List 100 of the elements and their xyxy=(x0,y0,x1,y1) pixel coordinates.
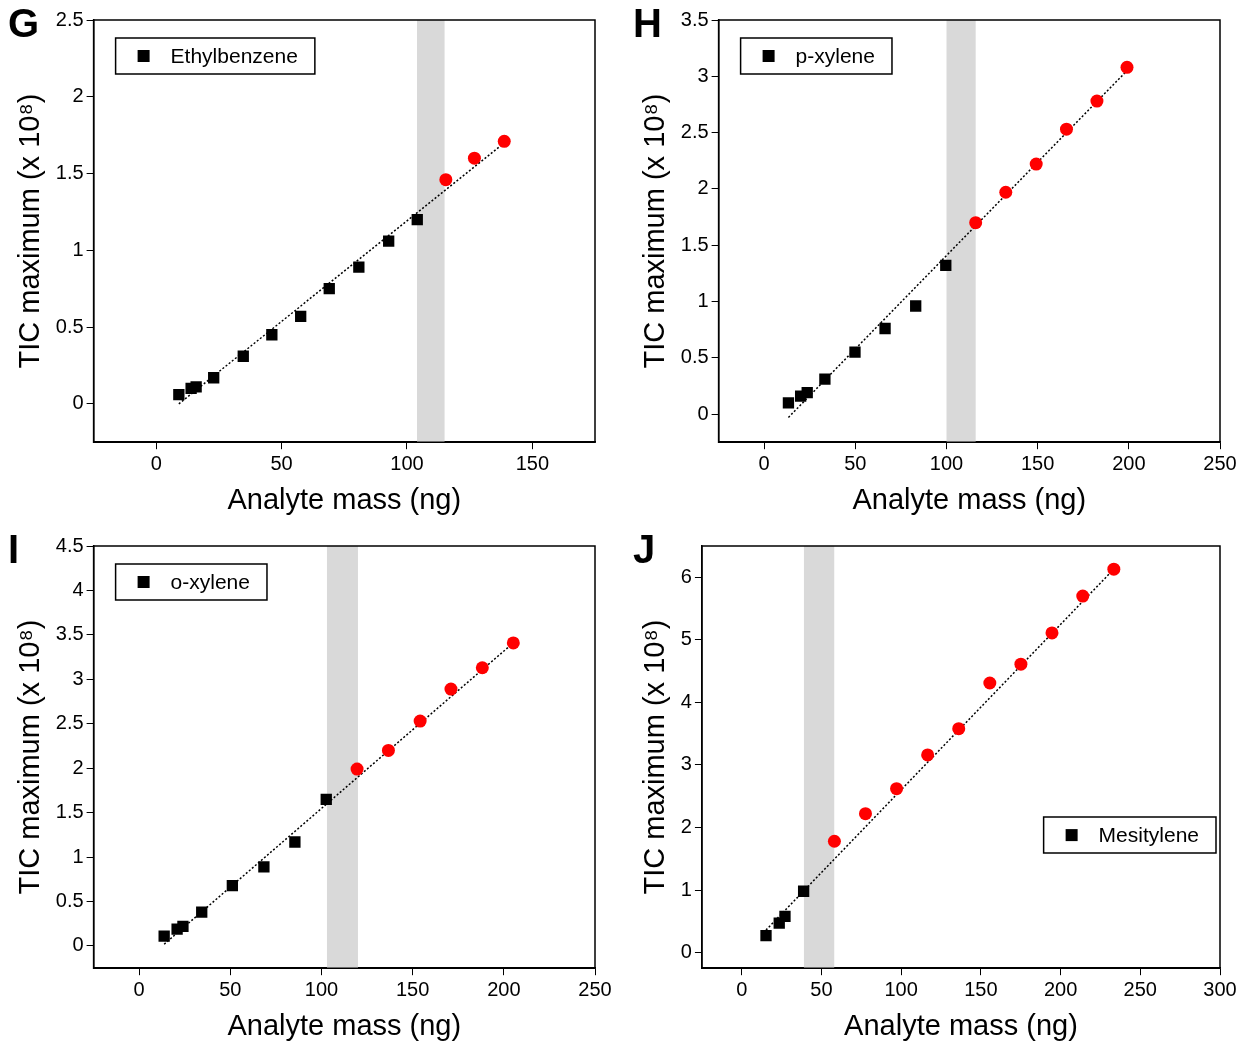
x-tick-label: 200 xyxy=(1043,977,1078,1000)
point xyxy=(506,636,520,650)
point xyxy=(177,920,189,933)
y-tick-label: 3 xyxy=(697,63,709,86)
x-tick-label: 150 xyxy=(964,977,998,1000)
x-tick-label: 300 xyxy=(1203,977,1237,1000)
y-tick-label: 0.5 xyxy=(680,345,709,368)
point xyxy=(295,310,307,322)
y-tick-label: 1 xyxy=(697,288,709,311)
x-tick-label: 50 xyxy=(219,977,242,1000)
legend-label: Ethylbenzene xyxy=(170,43,298,67)
y-tick-label: 2 xyxy=(72,755,84,778)
point xyxy=(849,346,861,358)
y-tick-label: 4 xyxy=(680,689,692,712)
x-tick-label: 150 xyxy=(395,977,430,1000)
y-tick-label: 4.5 xyxy=(55,533,84,556)
point xyxy=(1107,562,1121,576)
point xyxy=(827,834,841,848)
point xyxy=(323,283,335,295)
x-tick-label: 250 xyxy=(1203,451,1237,474)
x-tick-label: 0 xyxy=(758,451,770,474)
legend-label: o-xylene xyxy=(170,569,250,593)
point xyxy=(226,879,239,892)
point xyxy=(952,722,966,736)
point xyxy=(413,714,427,728)
x-tick-label: 250 xyxy=(578,977,612,1000)
point xyxy=(439,173,453,187)
x-tick-label: 100 xyxy=(929,451,964,474)
y-tick-label: 0 xyxy=(72,933,84,956)
point xyxy=(801,387,813,399)
point xyxy=(266,329,278,341)
point xyxy=(350,762,364,776)
point xyxy=(983,676,997,690)
y-tick-label: 2 xyxy=(72,84,84,107)
point xyxy=(1090,94,1104,108)
point xyxy=(475,661,489,675)
point xyxy=(196,906,208,918)
point xyxy=(383,235,395,247)
x-tick-label: 150 xyxy=(515,451,550,474)
y-tick-label: 3 xyxy=(680,752,692,775)
point xyxy=(1059,122,1073,136)
point xyxy=(258,861,270,873)
point xyxy=(208,372,220,384)
chart-title: H xyxy=(633,1,662,46)
y-tick-label: 1.5 xyxy=(55,161,84,184)
point xyxy=(467,151,481,165)
legend-label: p-xylene xyxy=(795,43,875,67)
y-tick-label: 1 xyxy=(72,844,84,867)
x-tick-label: 100 xyxy=(304,977,339,1000)
x-tick-label: 250 xyxy=(1123,977,1157,1000)
y-tick-label: 0 xyxy=(680,940,692,963)
y-axis-title: TIC maximum (x 10⁸) xyxy=(638,619,671,895)
point xyxy=(858,807,872,821)
point xyxy=(1076,589,1090,603)
y-tick-label: 3.5 xyxy=(680,7,709,30)
y-axis-title: TIC maximum (x 10⁸) xyxy=(13,93,46,369)
x-tick-label: 50 xyxy=(844,451,867,474)
x-axis-title: Analyte mass (ng) xyxy=(852,482,1087,515)
chart-title: J xyxy=(633,527,656,572)
point xyxy=(1120,60,1134,74)
y-tick-label: 1.5 xyxy=(55,800,84,823)
y-tick-label: 0.5 xyxy=(55,314,84,337)
point xyxy=(940,259,952,272)
point xyxy=(1029,157,1043,171)
legend-label: Mesitylene xyxy=(1098,822,1200,846)
x-tick-label: 100 xyxy=(390,451,424,474)
point xyxy=(782,397,795,409)
x-tick-label: 100 xyxy=(884,977,918,1000)
y-axis-title: TIC maximum (x 10⁸) xyxy=(13,619,46,895)
point xyxy=(320,793,332,805)
point xyxy=(999,185,1013,199)
point xyxy=(158,930,170,942)
point xyxy=(444,682,458,696)
x-tick-label: 200 xyxy=(1112,451,1146,474)
y-tick-label: 2 xyxy=(697,176,709,199)
point xyxy=(173,388,185,401)
point xyxy=(190,381,202,393)
point xyxy=(381,743,395,757)
point xyxy=(237,350,249,362)
y-tick-label: 6 xyxy=(680,564,692,587)
y-tick-label: 3.5 xyxy=(55,622,84,645)
x-tick-label: 0 xyxy=(150,451,162,474)
x-tick-label: 50 xyxy=(270,451,293,474)
y-tick-label: 2.5 xyxy=(55,7,84,30)
point xyxy=(1014,657,1028,671)
point xyxy=(890,782,904,796)
y-tick-label: 3 xyxy=(72,666,84,689)
chart-title: I xyxy=(8,527,20,572)
point xyxy=(411,213,423,226)
y-tick-label: 0.5 xyxy=(55,889,84,912)
x-tick-label: 0 xyxy=(736,977,748,1000)
point xyxy=(1045,626,1059,640)
point xyxy=(879,322,891,335)
point xyxy=(921,748,935,762)
point xyxy=(969,216,983,230)
x-tick-label: 200 xyxy=(487,977,521,1000)
y-tick-label: 2 xyxy=(680,814,692,837)
point xyxy=(819,373,831,385)
x-tick-label: 150 xyxy=(1020,451,1055,474)
x-axis-title: Analyte mass (ng) xyxy=(227,482,462,515)
